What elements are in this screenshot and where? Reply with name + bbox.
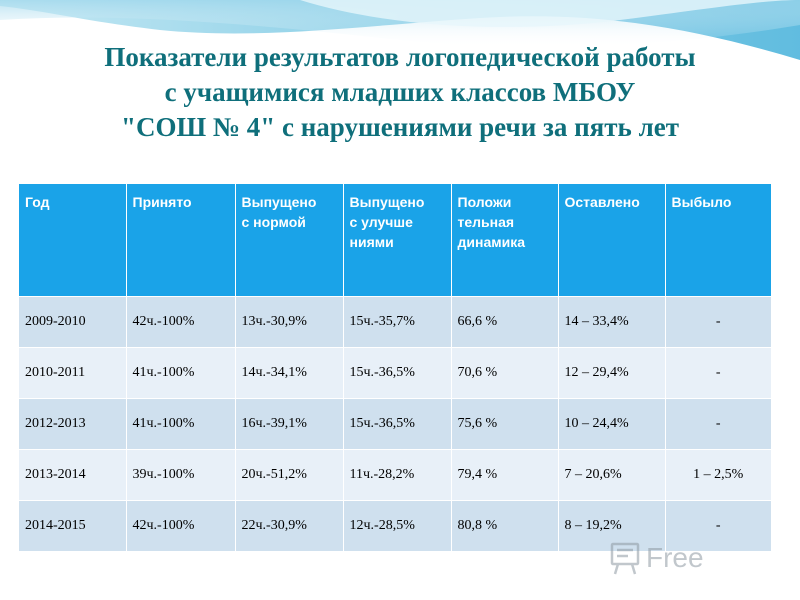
cell-released-normal: 14ч.-34,1% [235, 346, 344, 398]
table-row: 2014-2015 42ч.-100% 22ч.-30,9% 12ч.-28,5… [19, 499, 771, 551]
header-line: Оставлено [564, 194, 640, 210]
cell-dropped: - [665, 346, 771, 398]
header-line: Положи [457, 194, 512, 210]
cell-positive-dynamics: 75,6 % [451, 397, 559, 449]
table-row: 2013-2014 39ч.-100% 20ч.-51,2% 11ч.-28,2… [19, 448, 771, 500]
header-line: Год [25, 194, 50, 210]
cell-released-improved: 12ч.-28,5% [343, 499, 452, 551]
cell-year: 2010-2011 [19, 346, 127, 398]
cell-released-improved: 15ч.-36,5% [343, 397, 452, 449]
table-row: 2009-2010 42ч.-100% 13ч.-30,9% 15ч.-35,7… [19, 295, 771, 347]
cell-accepted: 41ч.-100% [126, 346, 236, 398]
cell-accepted: 41ч.-100% [126, 397, 236, 449]
cell-accepted: 39ч.-100% [126, 448, 236, 500]
header-accepted: Принято [126, 184, 236, 296]
header-positive-dynamics: Положи тельная динамика [451, 184, 559, 296]
page-title: Показатели результатов логопедической ра… [0, 40, 800, 145]
cell-left: 7 – 20,6% [558, 448, 666, 500]
cell-year: 2009-2010 [19, 295, 127, 347]
table-row: 2012-2013 41ч.-100% 16ч.-39,1% 15ч.-36,5… [19, 397, 771, 449]
header-released-normal: Выпущено с нормой [235, 184, 344, 296]
header-line: Принято [132, 194, 192, 210]
header-dropped: Выбыло [665, 184, 771, 296]
cell-released-normal: 20ч.-51,2% [235, 448, 344, 500]
cell-year: 2014-2015 [19, 499, 127, 551]
cell-left: 8 – 19,2% [558, 499, 666, 551]
header-line: Выбыло [671, 194, 732, 210]
presentation-board-icon [610, 542, 640, 575]
cell-accepted: 42ч.-100% [126, 295, 236, 347]
cell-released-normal: 13ч.-30,9% [235, 295, 344, 347]
results-table: Год Принято Выпущено с нормой Выпущено с… [19, 184, 771, 551]
header-line: с улучше [349, 214, 413, 230]
cell-released-normal: 16ч.-39,1% [235, 397, 344, 449]
watermark-text: Free [646, 542, 704, 573]
watermark: Free [610, 542, 704, 575]
cell-dropped: - [665, 295, 771, 347]
title-line: "СОШ № 4" с нарушениями речи за пять лет [121, 112, 679, 142]
cell-released-normal: 22ч.-30,9% [235, 499, 344, 551]
header-released-improved: Выпущено с улучше ниями [343, 184, 452, 296]
cell-year: 2013-2014 [19, 448, 127, 500]
title-line: с учащимися младших классов МБОУ [164, 77, 636, 107]
header-left: Оставлено [558, 184, 666, 296]
cell-positive-dynamics: 70,6 % [451, 346, 559, 398]
header-line: Выпущено [349, 194, 425, 210]
cell-dropped: - [665, 397, 771, 449]
cell-released-improved: 11ч.-28,2% [343, 448, 452, 500]
background-wave [0, 0, 800, 60]
header-line: Выпущено [241, 194, 317, 210]
cell-year: 2012-2013 [19, 397, 127, 449]
cell-left: 12 – 29,4% [558, 346, 666, 398]
cell-dropped: - [665, 499, 771, 551]
header-line: динамика [457, 234, 526, 250]
title-line: Показатели результатов логопедической ра… [104, 42, 696, 72]
header-line: ниями [349, 234, 394, 250]
cell-dropped: 1 – 2,5% [665, 448, 771, 500]
header-year: Год [19, 184, 127, 296]
table-row: 2010-2011 41ч.-100% 14ч.-34,1% 15ч.-36,5… [19, 346, 771, 398]
cell-positive-dynamics: 79,4 % [451, 448, 559, 500]
cell-left: 14 – 33,4% [558, 295, 666, 347]
cell-accepted: 42ч.-100% [126, 499, 236, 551]
cell-released-improved: 15ч.-35,7% [343, 295, 452, 347]
header-line: тельная [457, 214, 515, 230]
table-header-row: Год Принято Выпущено с нормой Выпущено с… [19, 184, 771, 296]
cell-positive-dynamics: 66,6 % [451, 295, 559, 347]
header-line: с нормой [241, 214, 306, 230]
cell-left: 10 – 24,4% [558, 397, 666, 449]
cell-positive-dynamics: 80,8 % [451, 499, 559, 551]
cell-released-improved: 15ч.-36,5% [343, 346, 452, 398]
